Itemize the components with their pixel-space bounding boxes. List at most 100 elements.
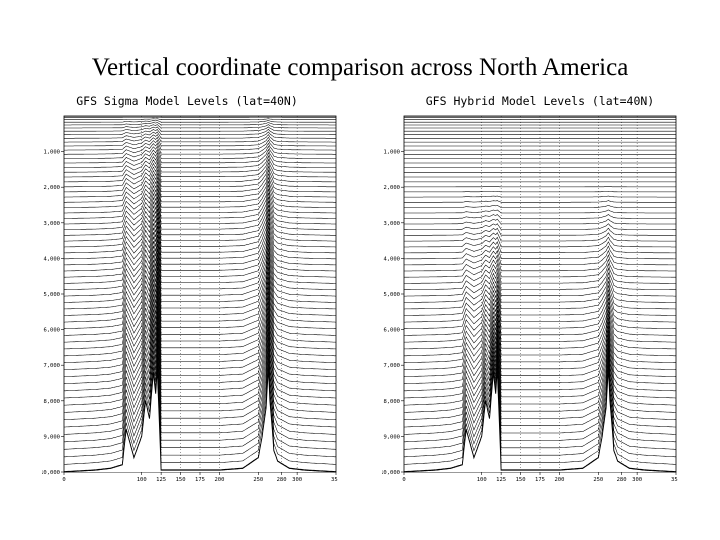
- model-level-line: [64, 331, 336, 420]
- plot-area: 1,000 2,000 3,000 4,000 5,000 6,000 7,000 8,000…: [42, 115, 338, 483]
- model-level-line: [64, 139, 336, 151]
- model-level-line: [64, 352, 336, 450]
- x-tick-label: 250: [253, 477, 263, 483]
- model-level-line: [404, 276, 676, 303]
- x-tick-label: 200: [554, 477, 564, 483]
- model-level-line: [63, 200, 337, 236]
- model-level-line: [404, 365, 676, 465]
- model-level-line: [404, 362, 676, 458]
- model-level-line: [404, 272, 676, 297]
- model-level-line: [64, 217, 336, 260]
- model-level-line: [404, 293, 676, 329]
- chart-title: GFS Sigma Model Levels (lat=40N): [76, 94, 298, 108]
- model-level-line: [404, 200, 676, 203]
- model-level-line: [404, 204, 676, 208]
- y-tick-label: 10,000: [42, 470, 60, 476]
- model-level-line: [63, 321, 337, 406]
- model-level-line: [64, 168, 336, 193]
- model-level-line: [64, 177, 336, 203]
- model-level-line: [403, 368, 677, 472]
- y-tick-label: 1,000: [43, 150, 60, 156]
- model-level-line: [404, 321, 676, 377]
- model-level-line: [404, 297, 676, 336]
- model-level-line: [64, 155, 336, 173]
- slide-title: Vertical coordinate comparison across No…: [91, 54, 629, 81]
- y-tick-label: 5,000: [43, 292, 60, 298]
- model-level-line: [64, 151, 336, 168]
- y-tick-label: 6,000: [43, 328, 60, 334]
- terrain-outline: [404, 368, 676, 473]
- model-level-line: [64, 248, 336, 303]
- model-level-line: [404, 351, 676, 435]
- model-level-line: [404, 285, 676, 316]
- model-level-line: [404, 333, 676, 399]
- model-level-line: [404, 254, 676, 272]
- model-level-line: [64, 161, 336, 183]
- model-level-line: [403, 348, 677, 428]
- model-level-line: [64, 158, 336, 178]
- plot-area: 1,000 2,000 3,000 4,000 5,000 6,000 7,000 8,000…: [382, 115, 678, 483]
- x-tick-label: 175: [195, 477, 205, 483]
- sigma-levels-chart: GFS Sigma Model Levels (lat=40N) 1,000 2,…: [42, 94, 338, 483]
- model-level-line: [404, 325, 676, 384]
- model-level-line: [63, 196, 337, 230]
- model-level-line: [64, 136, 336, 147]
- model-level-line: [64, 124, 336, 129]
- x-tick-label: 300: [632, 477, 642, 483]
- model-level-line: [404, 281, 676, 310]
- model-level-line: [404, 358, 676, 450]
- model-level-line: [404, 329, 676, 392]
- model-level-line: [64, 311, 336, 392]
- y-tick-label: 3,000: [383, 221, 400, 227]
- x-tick-label: 300: [292, 477, 302, 483]
- model-level-line: [64, 291, 336, 363]
- model-level-line: [64, 239, 336, 290]
- model-level-line: [64, 262, 336, 323]
- x-tick-label: 0: [402, 477, 405, 483]
- y-tick-label: 1,000: [383, 150, 400, 156]
- model-level-line: [403, 305, 677, 350]
- model-level-line: [64, 213, 336, 254]
- y-tick-label: 2,000: [383, 185, 400, 191]
- model-level-line: [64, 357, 336, 458]
- y-tick-label: 4,000: [43, 256, 60, 262]
- model-level-line: [403, 355, 677, 443]
- model-level-line: [404, 214, 676, 219]
- x-tick-label: 0: [62, 477, 65, 483]
- model-level-line: [64, 221, 336, 266]
- x-tick-label: 100: [477, 477, 487, 483]
- model-level-line: [64, 184, 336, 214]
- model-level-line: [64, 209, 336, 248]
- model-level-line: [64, 126, 336, 132]
- model-level-line: [63, 276, 337, 343]
- y-tick-label: 10,000: [382, 470, 400, 476]
- model-level-line: [64, 286, 336, 357]
- model-level-line: [404, 236, 676, 248]
- y-tick-label: 9,000: [383, 434, 400, 440]
- y-tick-label: 4,000: [383, 256, 400, 262]
- model-level-line: [404, 317, 676, 370]
- x-tick-label: 125: [156, 477, 166, 483]
- model-level-line: [63, 296, 337, 370]
- model-level-line: [63, 336, 337, 428]
- terrain-mask: [404, 368, 676, 472]
- model-level-line: [404, 218, 676, 225]
- model-level-line: [404, 289, 676, 323]
- model-level-line: [64, 271, 336, 336]
- model-level-line: [64, 243, 336, 297]
- y-tick-label: 2,000: [43, 185, 60, 191]
- model-level-line: [63, 368, 337, 472]
- model-level-line: [404, 258, 676, 278]
- model-level-line: [64, 363, 336, 465]
- model-level-line: [64, 122, 336, 126]
- model-level-line: [64, 118, 336, 120]
- x-tick-label: 150: [516, 477, 526, 483]
- model-level-line: [64, 316, 336, 399]
- x-tick-label: 125: [496, 477, 506, 483]
- x-tick-label: 250: [593, 477, 603, 483]
- model-level-line: [404, 249, 676, 266]
- x-tick-label: 150: [176, 477, 186, 483]
- model-level-line: [64, 173, 336, 198]
- model-level-line: [64, 131, 336, 139]
- chart-title: GFS Hybrid Model Levels (lat=40N): [426, 94, 654, 108]
